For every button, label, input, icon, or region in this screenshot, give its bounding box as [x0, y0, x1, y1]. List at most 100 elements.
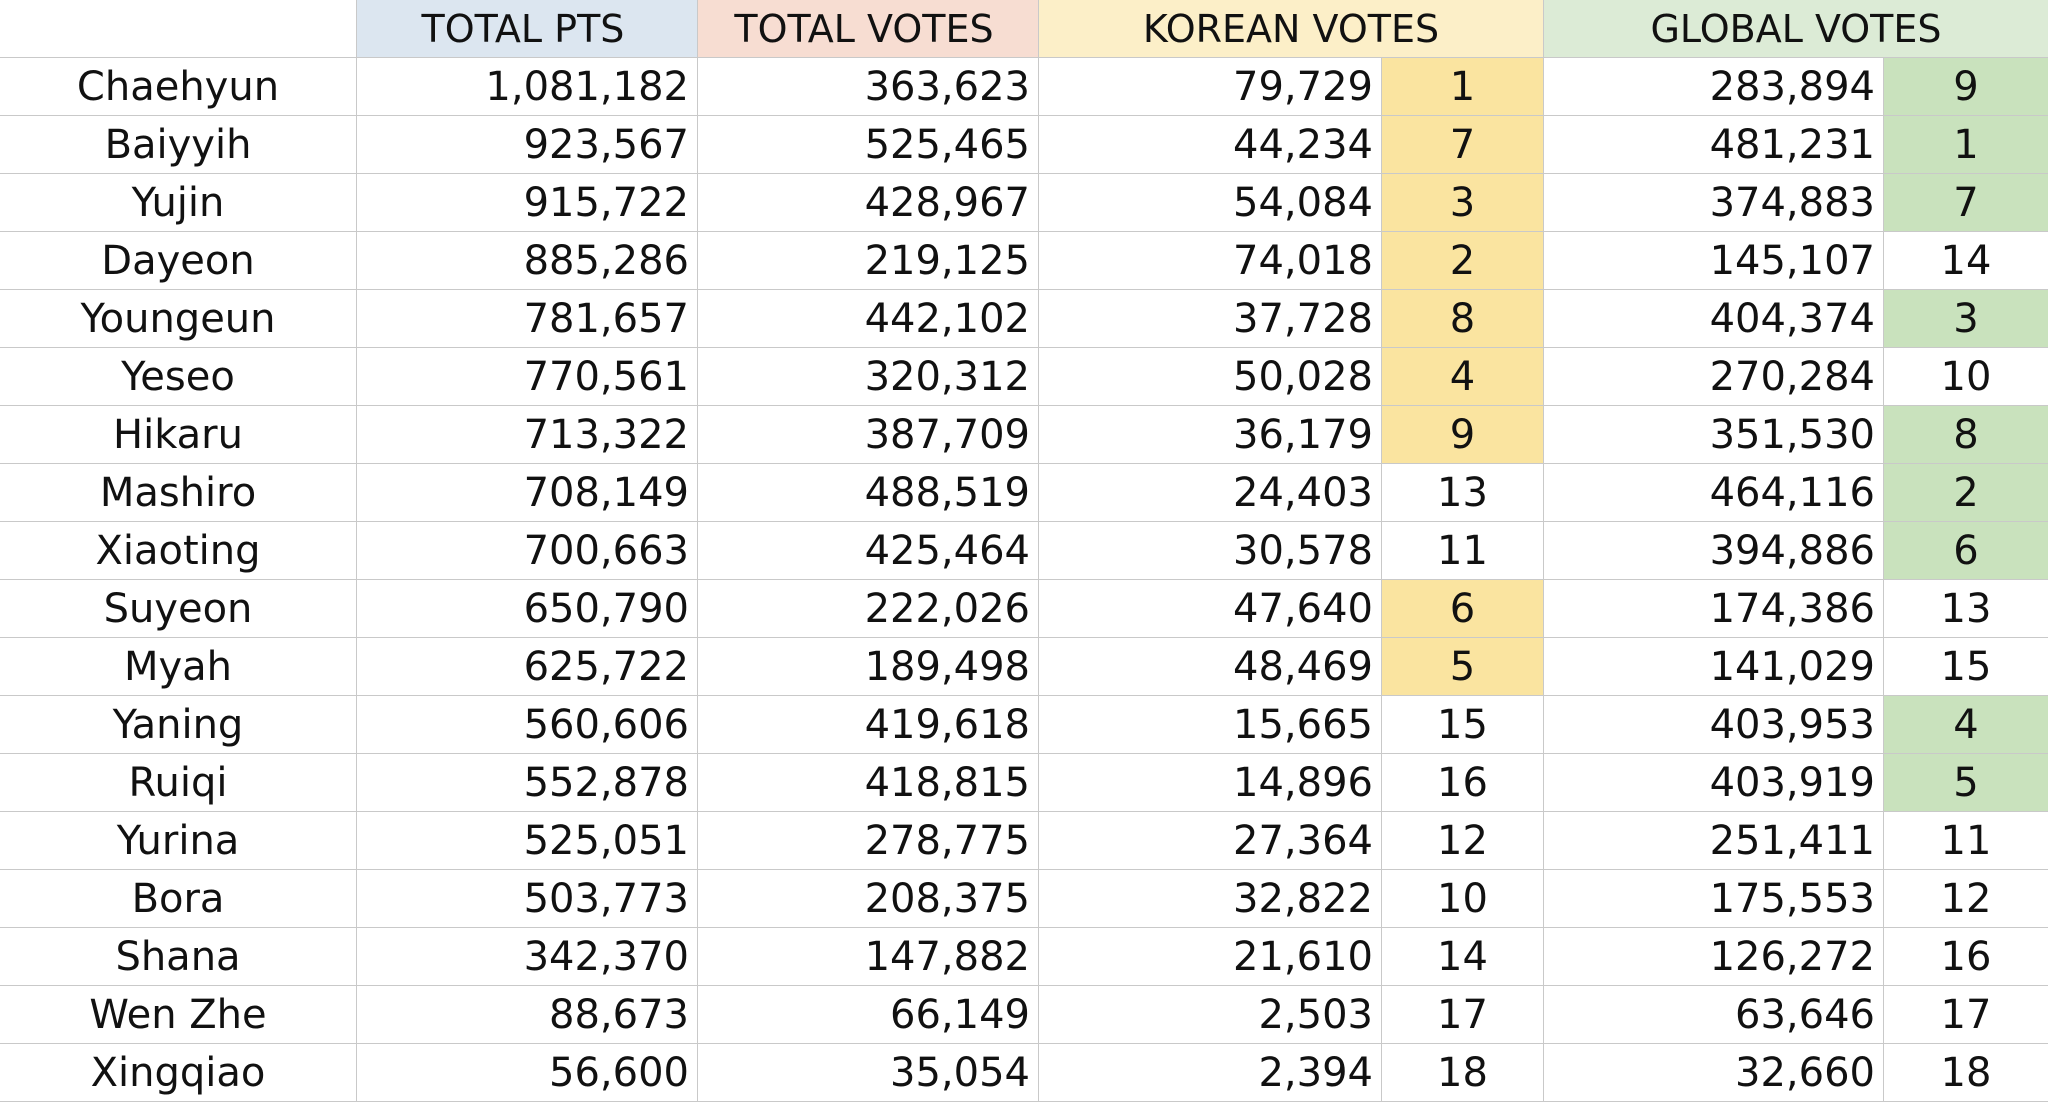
- korean-rank-cell[interactable]: 11: [1382, 522, 1544, 580]
- global-rank-cell[interactable]: 2: [1884, 464, 2048, 522]
- global-rank-cell[interactable]: 7: [1884, 174, 2048, 232]
- total-pts-cell[interactable]: 923,567: [357, 116, 698, 174]
- global-votes-cell[interactable]: 32,660: [1544, 1044, 1884, 1102]
- total-pts-cell[interactable]: 885,286: [357, 232, 698, 290]
- total-votes-cell[interactable]: 219,125: [698, 232, 1039, 290]
- korean-rank-cell[interactable]: 15: [1382, 696, 1544, 754]
- global-rank-cell[interactable]: 5: [1884, 754, 2048, 812]
- total-votes-cell[interactable]: 222,026: [698, 580, 1039, 638]
- total-pts-cell[interactable]: 708,149: [357, 464, 698, 522]
- header-global-votes[interactable]: GLOBAL VOTES: [1544, 0, 2048, 58]
- korean-rank-cell[interactable]: 16: [1382, 754, 1544, 812]
- global-votes-cell[interactable]: 403,953: [1544, 696, 1884, 754]
- korean-rank-cell[interactable]: 9: [1382, 406, 1544, 464]
- korean-votes-cell[interactable]: 15,665: [1039, 696, 1382, 754]
- global-rank-cell[interactable]: 11: [1884, 812, 2048, 870]
- korean-votes-cell[interactable]: 74,018: [1039, 232, 1382, 290]
- total-pts-cell[interactable]: 915,722: [357, 174, 698, 232]
- korean-votes-cell[interactable]: 47,640: [1039, 580, 1382, 638]
- korean-votes-cell[interactable]: 27,364: [1039, 812, 1382, 870]
- global-rank-cell[interactable]: 6: [1884, 522, 2048, 580]
- contestant-name-cell[interactable]: Yurina: [0, 812, 357, 870]
- global-votes-cell[interactable]: 126,272: [1544, 928, 1884, 986]
- total-votes-cell[interactable]: 363,623: [698, 58, 1039, 116]
- korean-rank-cell[interactable]: 1: [1382, 58, 1544, 116]
- korean-rank-cell[interactable]: 2: [1382, 232, 1544, 290]
- global-rank-cell[interactable]: 8: [1884, 406, 2048, 464]
- header-total-votes[interactable]: TOTAL VOTES: [698, 0, 1039, 58]
- korean-rank-cell[interactable]: 3: [1382, 174, 1544, 232]
- contestant-name-cell[interactable]: Suyeon: [0, 580, 357, 638]
- contestant-name-cell[interactable]: Wen Zhe: [0, 986, 357, 1044]
- global-rank-cell[interactable]: 3: [1884, 290, 2048, 348]
- korean-votes-cell[interactable]: 21,610: [1039, 928, 1382, 986]
- global-votes-cell[interactable]: 481,231: [1544, 116, 1884, 174]
- korean-rank-cell[interactable]: 10: [1382, 870, 1544, 928]
- global-votes-cell[interactable]: 464,116: [1544, 464, 1884, 522]
- contestant-name-cell[interactable]: Yujin: [0, 174, 357, 232]
- global-rank-cell[interactable]: 14: [1884, 232, 2048, 290]
- total-votes-cell[interactable]: 428,967: [698, 174, 1039, 232]
- total-pts-cell[interactable]: 503,773: [357, 870, 698, 928]
- header-corner-cell[interactable]: [0, 0, 357, 58]
- total-pts-cell[interactable]: 560,606: [357, 696, 698, 754]
- total-votes-cell[interactable]: 278,775: [698, 812, 1039, 870]
- total-votes-cell[interactable]: 66,149: [698, 986, 1039, 1044]
- global-rank-cell[interactable]: 12: [1884, 870, 2048, 928]
- contestant-name-cell[interactable]: Baiyyih: [0, 116, 357, 174]
- global-rank-cell[interactable]: 17: [1884, 986, 2048, 1044]
- total-pts-cell[interactable]: 781,657: [357, 290, 698, 348]
- global-votes-cell[interactable]: 351,530: [1544, 406, 1884, 464]
- korean-votes-cell[interactable]: 32,822: [1039, 870, 1382, 928]
- korean-votes-cell[interactable]: 2,394: [1039, 1044, 1382, 1102]
- korean-votes-cell[interactable]: 44,234: [1039, 116, 1382, 174]
- korean-rank-cell[interactable]: 17: [1382, 986, 1544, 1044]
- total-pts-cell[interactable]: 770,561: [357, 348, 698, 406]
- contestant-name-cell[interactable]: Youngeun: [0, 290, 357, 348]
- total-votes-cell[interactable]: 418,815: [698, 754, 1039, 812]
- total-votes-cell[interactable]: 147,882: [698, 928, 1039, 986]
- total-votes-cell[interactable]: 525,465: [698, 116, 1039, 174]
- korean-rank-cell[interactable]: 8: [1382, 290, 1544, 348]
- total-pts-cell[interactable]: 552,878: [357, 754, 698, 812]
- total-votes-cell[interactable]: 320,312: [698, 348, 1039, 406]
- korean-votes-cell[interactable]: 50,028: [1039, 348, 1382, 406]
- total-votes-cell[interactable]: 189,498: [698, 638, 1039, 696]
- total-pts-cell[interactable]: 88,673: [357, 986, 698, 1044]
- total-pts-cell[interactable]: 713,322: [357, 406, 698, 464]
- korean-rank-cell[interactable]: 12: [1382, 812, 1544, 870]
- global-votes-cell[interactable]: 374,883: [1544, 174, 1884, 232]
- korean-votes-cell[interactable]: 14,896: [1039, 754, 1382, 812]
- contestant-name-cell[interactable]: Xingqiao: [0, 1044, 357, 1102]
- korean-votes-cell[interactable]: 30,578: [1039, 522, 1382, 580]
- header-korean-votes[interactable]: KOREAN VOTES: [1039, 0, 1544, 58]
- global-rank-cell[interactable]: 1: [1884, 116, 2048, 174]
- global-votes-cell[interactable]: 251,411: [1544, 812, 1884, 870]
- global-rank-cell[interactable]: 13: [1884, 580, 2048, 638]
- global-rank-cell[interactable]: 9: [1884, 58, 2048, 116]
- contestant-name-cell[interactable]: Bora: [0, 870, 357, 928]
- total-votes-cell[interactable]: 442,102: [698, 290, 1039, 348]
- total-pts-cell[interactable]: 56,600: [357, 1044, 698, 1102]
- korean-votes-cell[interactable]: 36,179: [1039, 406, 1382, 464]
- header-total-pts[interactable]: TOTAL PTS: [357, 0, 698, 58]
- contestant-name-cell[interactable]: Dayeon: [0, 232, 357, 290]
- global-votes-cell[interactable]: 270,284: [1544, 348, 1884, 406]
- total-pts-cell[interactable]: 1,081,182: [357, 58, 698, 116]
- contestant-name-cell[interactable]: Chaehyun: [0, 58, 357, 116]
- global-votes-cell[interactable]: 141,029: [1544, 638, 1884, 696]
- contestant-name-cell[interactable]: Mashiro: [0, 464, 357, 522]
- global-votes-cell[interactable]: 283,894: [1544, 58, 1884, 116]
- korean-rank-cell[interactable]: 13: [1382, 464, 1544, 522]
- contestant-name-cell[interactable]: Hikaru: [0, 406, 357, 464]
- korean-rank-cell[interactable]: 5: [1382, 638, 1544, 696]
- contestant-name-cell[interactable]: Myah: [0, 638, 357, 696]
- global-votes-cell[interactable]: 175,553: [1544, 870, 1884, 928]
- total-votes-cell[interactable]: 35,054: [698, 1044, 1039, 1102]
- global-votes-cell[interactable]: 394,886: [1544, 522, 1884, 580]
- global-votes-cell[interactable]: 403,919: [1544, 754, 1884, 812]
- total-pts-cell[interactable]: 342,370: [357, 928, 698, 986]
- total-votes-cell[interactable]: 425,464: [698, 522, 1039, 580]
- korean-rank-cell[interactable]: 18: [1382, 1044, 1544, 1102]
- contestant-name-cell[interactable]: Xiaoting: [0, 522, 357, 580]
